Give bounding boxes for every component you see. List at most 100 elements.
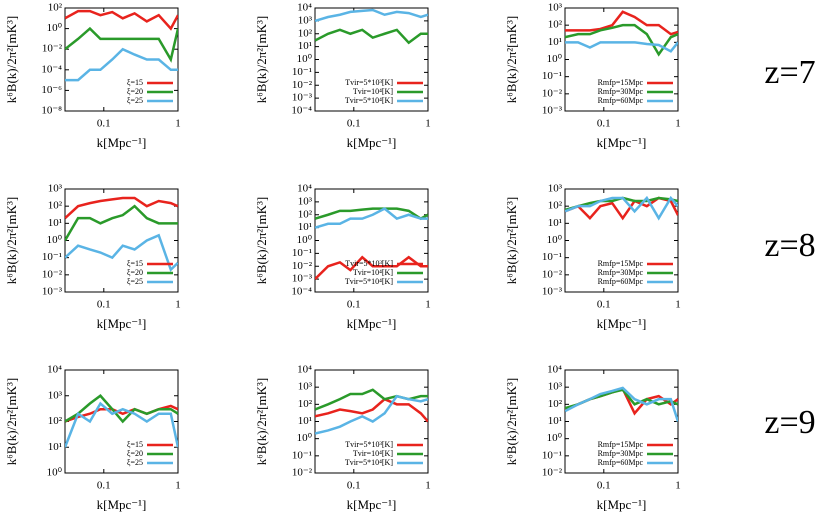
y-tick-label: 10⁻⁸ [41,105,62,117]
x-tick-label: 1 [175,299,181,311]
y-tick-label: 10⁻¹ [292,247,312,259]
y-tick-label: 10³ [548,183,563,195]
plot-lines [65,394,178,448]
plot-lines [565,386,678,422]
series-line [65,47,178,82]
legend-label: ξ=15 [127,78,143,87]
y-tick-label: 10⁻³ [292,273,313,285]
y-tick-label: 10⁻³ [542,286,563,298]
y-tick-label: 10² [548,398,563,410]
y-tick-label: 10⁻¹ [542,251,562,263]
y-tick-label: 10⁴ [297,364,312,376]
y-tick-label: 10³ [298,195,313,207]
y-tick-label: 10⁰ [547,432,563,444]
y-tick-label: 10⁻⁴ [291,286,312,298]
row-label: z=7 [764,54,815,91]
x-tick-label: 0.1 [597,118,611,130]
series-line [565,386,678,422]
legend-label: Rmfp=30Mpc [598,87,644,96]
y-tick-label: 10⁰ [297,53,313,65]
y-tick-label: 10⁻² [292,260,313,272]
y-tick-label: 10⁻² [292,79,313,91]
y-tick-label: 10³ [298,14,313,26]
legend-label: ξ=15 [127,440,143,449]
y-tick-label: 10⁴ [297,2,312,14]
legend-label: Tvir=5*10³[K] [345,440,393,449]
y-axis-label: k⁶B(k)/2π²[mK³] [4,197,19,285]
y-tick-label: 10³ [48,183,63,195]
y-tick-label: 10¹ [298,40,312,52]
plot-lines [315,207,428,281]
y-tick-label: 10⁻¹ [292,66,312,78]
series-line [315,207,428,221]
y-axis-label: k⁶B(k)/2π²[mK³] [504,378,519,466]
x-tick-label: 0.1 [97,480,111,492]
legend-label: ξ=25 [127,277,143,286]
y-tick-label: 10⁻² [542,467,563,479]
series-line [565,41,678,53]
y-tick-label: 10⁻¹ [42,251,62,263]
x-axis-label: k[Mpc⁻¹] [97,497,147,512]
x-tick-label: 1 [675,118,681,130]
legend-label: Tvir=10⁴[K] [353,449,394,458]
y-tick-label: 10⁻⁴ [291,105,312,117]
y-tick-label: 10¹ [48,217,62,229]
legend-label: Tvir=5*10³[K] [345,259,393,268]
legend-label: Rmfp=15Mpc [598,78,644,87]
x-tick-label: 0.1 [347,480,361,492]
y-axis-label: k⁶B(k)/2π²[mK³] [254,16,269,104]
y-tick-label: 10⁻² [542,268,563,280]
legend-label: Tvir=5*10⁴[K] [345,458,394,467]
row-label: z=8 [764,227,815,264]
plot-lines [65,196,178,272]
x-tick-label: 0.1 [347,299,361,311]
x-axis-label: k[Mpc⁻¹] [347,497,397,512]
x-axis-label: k[Mpc⁻¹] [97,135,147,150]
y-tick-label: 10⁴ [297,183,312,195]
legend-label: Rmfp=60Mpc [598,96,644,105]
plot-lines [315,388,428,435]
y-axis-label: k⁶B(k)/2π²[mK³] [4,378,19,466]
plot-lines [565,195,678,221]
y-tick-label: 10¹ [548,217,562,229]
y-tick-label: 10¹ [48,441,62,453]
series-line [65,9,178,31]
x-tick-label: 1 [425,118,431,130]
series-line [65,401,178,448]
x-axis-label: k[Mpc⁻¹] [347,135,397,150]
series-line [565,195,678,221]
y-tick-label: 10² [48,2,63,14]
series-line [315,255,428,281]
series-line [315,394,428,435]
y-tick-label: 10³ [548,381,563,393]
legend-label: Rmfp=30Mpc [598,268,644,277]
y-tick-label: 10⁻⁴ [41,63,62,75]
series-line [65,233,178,272]
y-tick-label: 10⁰ [297,234,313,246]
plot-frame [64,7,179,112]
y-tick-label: 10⁰ [47,467,63,479]
y-axis-label: k⁶B(k)/2π²[mK³] [4,16,19,104]
legend-label: ξ=20 [127,449,143,458]
y-tick-label: 10³ [48,389,63,401]
y-axis-label: k⁶B(k)/2π²[mK³] [504,16,519,104]
y-tick-label: 10¹ [298,221,312,233]
y-tick-label: 10⁰ [47,22,63,34]
series-line [65,204,178,242]
legend-label: Rmfp=15Mpc [598,440,644,449]
y-tick-label: 10⁰ [47,234,63,246]
y-tick-label: 10⁻² [42,268,63,280]
legend-label: Tvir=5*10⁴[K] [345,96,394,105]
row-label: z=9 [764,404,815,441]
series-line [315,8,428,23]
x-tick-label: 0.1 [97,118,111,130]
x-tick-label: 1 [425,299,431,311]
y-tick-label: 10² [48,415,63,427]
series-line [565,23,678,57]
y-tick-label: 10² [298,208,313,220]
y-tick-label: 10⁻² [542,87,563,99]
x-axis-label: k[Mpc⁻¹] [597,497,647,512]
legend-label: Tvir=5*10³[K] [345,78,393,87]
y-axis-label: k⁶B(k)/2π²[mK³] [254,378,269,466]
x-axis-label: k[Mpc⁻¹] [347,316,397,331]
